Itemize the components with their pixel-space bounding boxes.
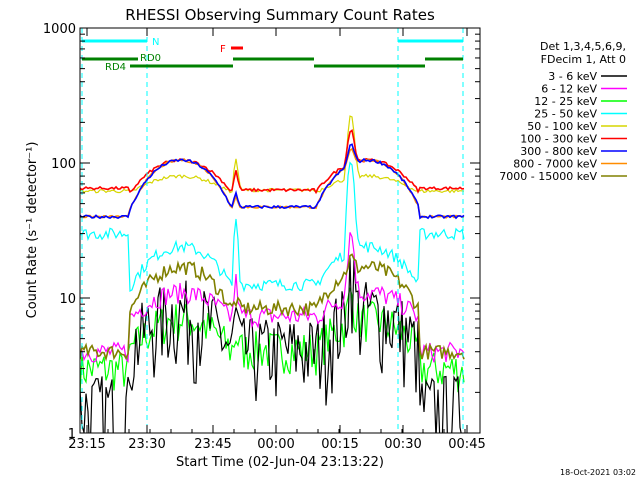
y-tick-label: 10 bbox=[59, 292, 76, 307]
x-tick-label: 23:30 bbox=[128, 437, 165, 452]
flag-label: RD0 bbox=[140, 53, 161, 64]
x-axis-label: Start Time (02-Jun-04 23:13:22) bbox=[176, 455, 384, 470]
series-line bbox=[80, 287, 465, 394]
axes-layer: 23:15 23:30 23:45 00:00 00:15 00:30 00:45 1 10 10… bbox=[43, 22, 486, 452]
series-line bbox=[80, 257, 462, 433]
y-tick-label: 1000 bbox=[43, 22, 76, 37]
legend-label: 6 - 12 keV bbox=[541, 83, 597, 96]
series-line bbox=[80, 115, 465, 194]
y-tick-label: 100 bbox=[51, 157, 76, 172]
flag-label: F bbox=[220, 44, 226, 55]
legend-label: 12 - 25 keV bbox=[534, 95, 597, 108]
series-line bbox=[80, 232, 465, 364]
x-tick-label: 23:15 bbox=[68, 437, 105, 452]
x-tick-label: 23:45 bbox=[194, 437, 231, 452]
legend-label: 800 - 7000 keV bbox=[513, 158, 597, 171]
legend-title-line-1: Det 1,3,4,5,6,9, bbox=[540, 40, 626, 53]
series-line bbox=[80, 143, 465, 220]
footer-date: 18-Oct-2021 03:02 bbox=[560, 468, 636, 477]
y-tick-label: 1 bbox=[68, 427, 76, 442]
legend-label: 3 - 6 keV bbox=[548, 70, 597, 83]
legend-label: 100 - 300 keV bbox=[520, 133, 597, 146]
legend-label: 7000 - 15000 keV bbox=[499, 170, 597, 183]
x-tick-label: 00:15 bbox=[321, 437, 358, 452]
legend-label: 50 - 100 keV bbox=[527, 120, 597, 133]
legend-label: 25 - 50 keV bbox=[534, 108, 597, 121]
plot-frame bbox=[79, 27, 481, 434]
series-layer bbox=[80, 28, 465, 433]
series-line bbox=[80, 253, 465, 362]
flag-label: RD4 bbox=[105, 62, 126, 73]
series-line bbox=[80, 161, 465, 293]
x-tick-label: 00:30 bbox=[384, 437, 421, 452]
x-tick-label: 00:45 bbox=[448, 437, 485, 452]
y-axis-label: Count Rate (s⁻¹ detector⁻¹) bbox=[25, 142, 40, 319]
x-tick-label: 00:00 bbox=[257, 437, 294, 452]
legend-title-line-2: FDecim 1, Att 0 bbox=[541, 53, 626, 66]
chart-title: RHESSI Observing Summary Count Rates bbox=[125, 6, 435, 24]
flag-label: N bbox=[152, 37, 159, 48]
legend-label: 300 - 800 keV bbox=[520, 145, 597, 158]
series-line bbox=[80, 128, 465, 195]
flags-layer: N F RD0 RD4 bbox=[82, 37, 463, 73]
